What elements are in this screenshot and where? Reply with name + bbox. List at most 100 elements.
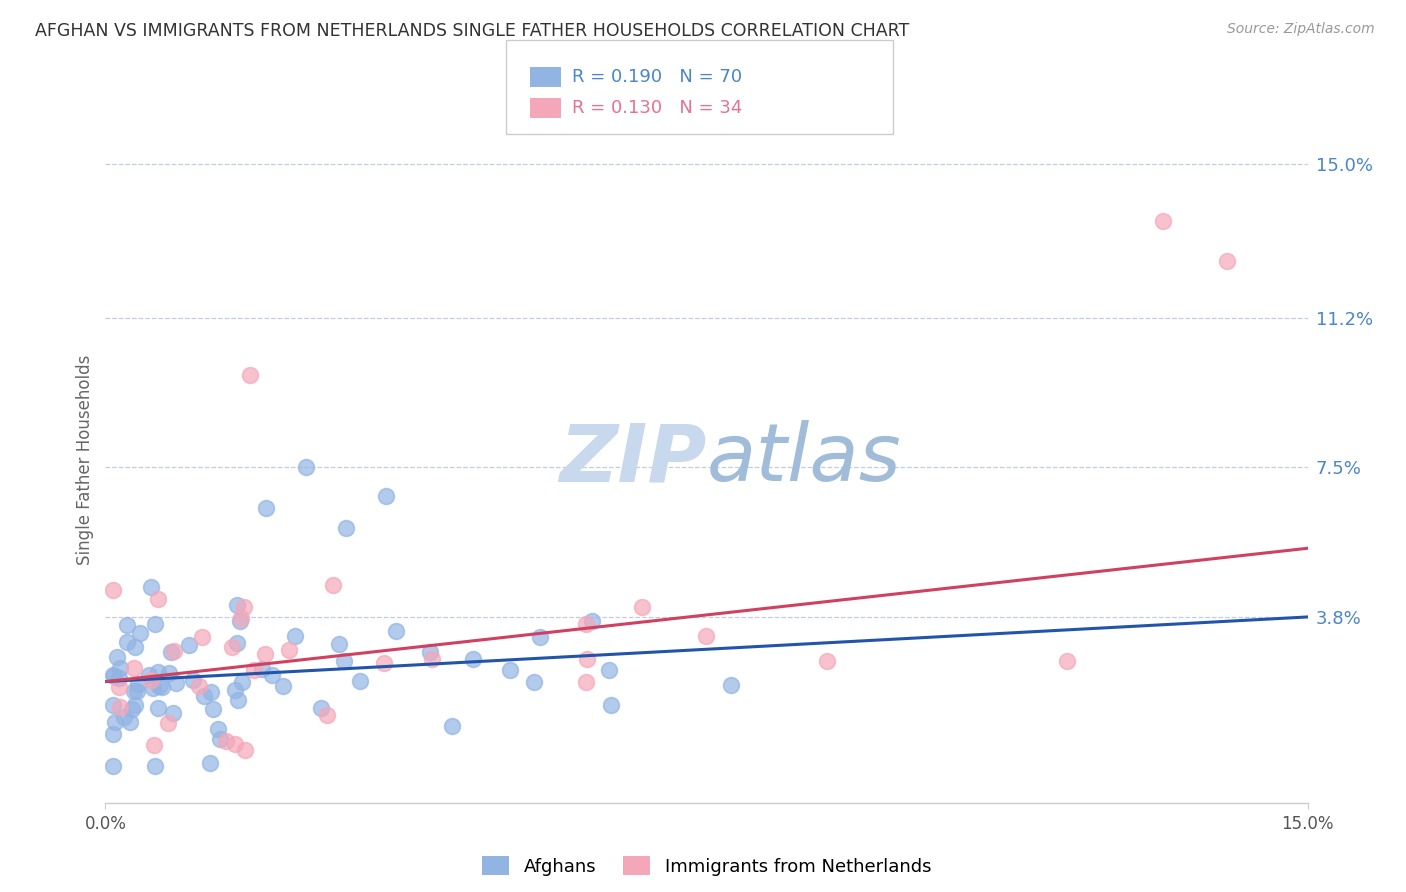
Point <box>384 624 406 639</box>
Point <box>253 648 276 662</box>
Point <box>440 719 463 733</box>
Point <box>157 666 180 681</box>
Point <box>1216 254 1239 268</box>
Point <box>333 654 356 668</box>
Point <box>1152 214 1174 228</box>
Point <box>233 600 256 615</box>
Point <box>598 664 620 678</box>
Point <box>225 598 247 612</box>
Point <box>150 680 173 694</box>
Point <box>103 698 125 712</box>
Point <box>103 759 125 773</box>
Point <box>271 679 294 693</box>
Point <box>108 681 131 695</box>
Text: AFGHAN VS IMMIGRANTS FROM NETHERLANDS SINGLE FATHER HOUSEHOLDS CORRELATION CHART: AFGHAN VS IMMIGRANTS FROM NETHERLANDS SI… <box>35 22 910 40</box>
Point <box>200 685 222 699</box>
Text: Source: ZipAtlas.com: Source: ZipAtlas.com <box>1227 22 1375 37</box>
Point <box>139 580 162 594</box>
Point <box>125 683 148 698</box>
Point <box>278 643 301 657</box>
Point <box>198 756 221 771</box>
Point <box>254 500 277 515</box>
Point <box>349 673 371 688</box>
Point <box>575 651 598 665</box>
Point <box>181 673 204 688</box>
Point <box>226 693 249 707</box>
Point <box>143 759 166 773</box>
Point <box>243 664 266 678</box>
Point <box>231 675 253 690</box>
Point <box>529 630 551 644</box>
Text: R = 0.190   N = 70: R = 0.190 N = 70 <box>572 68 742 86</box>
Point <box>630 599 652 614</box>
Point <box>523 674 546 689</box>
Point <box>146 700 169 714</box>
Point <box>142 739 165 753</box>
Point <box>239 368 262 382</box>
Legend: Afghans, Immigrants from Netherlands: Afghans, Immigrants from Netherlands <box>475 849 938 883</box>
Point <box>142 681 165 695</box>
Point <box>420 651 443 665</box>
Point <box>190 630 212 644</box>
Point <box>115 618 138 632</box>
Point <box>103 582 125 597</box>
Point <box>105 650 128 665</box>
Point <box>309 701 332 715</box>
Point <box>335 521 357 535</box>
Point <box>207 723 229 737</box>
Point <box>215 734 238 748</box>
Point <box>695 629 717 643</box>
Point <box>103 727 125 741</box>
Point <box>160 645 183 659</box>
Point <box>499 663 522 677</box>
Point <box>110 661 132 675</box>
Point <box>575 674 598 689</box>
Point <box>284 629 307 643</box>
Point <box>112 710 135 724</box>
Point <box>575 617 598 632</box>
Point <box>260 668 283 682</box>
Point <box>157 716 180 731</box>
Point <box>121 702 143 716</box>
Point <box>165 675 187 690</box>
Point <box>162 706 184 720</box>
Point <box>295 460 318 475</box>
Point <box>720 678 742 692</box>
Point <box>103 667 125 681</box>
Point <box>146 665 169 679</box>
Text: ZIP: ZIP <box>560 420 707 499</box>
Point <box>103 669 125 683</box>
Text: R = 0.130   N = 34: R = 0.130 N = 34 <box>572 99 742 117</box>
Point <box>463 651 485 665</box>
Point <box>599 698 621 712</box>
Point <box>201 702 224 716</box>
Point <box>233 742 256 756</box>
Text: atlas: atlas <box>707 420 901 499</box>
Point <box>104 714 127 729</box>
Point <box>179 638 201 652</box>
Point <box>226 636 249 650</box>
Point <box>815 654 838 668</box>
Point <box>221 640 243 655</box>
Point <box>124 640 146 655</box>
Point <box>224 737 246 751</box>
Point <box>143 617 166 632</box>
Point <box>316 708 339 723</box>
Point <box>229 614 252 628</box>
Point <box>124 698 146 712</box>
Point <box>250 662 273 676</box>
Point <box>117 635 139 649</box>
Point <box>1056 654 1078 668</box>
Point <box>187 679 209 693</box>
Point <box>127 677 149 691</box>
Point <box>419 645 441 659</box>
Point <box>162 644 184 658</box>
Point <box>124 683 146 698</box>
Point <box>122 661 145 675</box>
Point <box>138 668 160 682</box>
Point <box>148 679 170 693</box>
Point <box>581 614 603 628</box>
Point <box>224 683 246 698</box>
Point <box>118 714 141 729</box>
Point <box>373 657 395 671</box>
